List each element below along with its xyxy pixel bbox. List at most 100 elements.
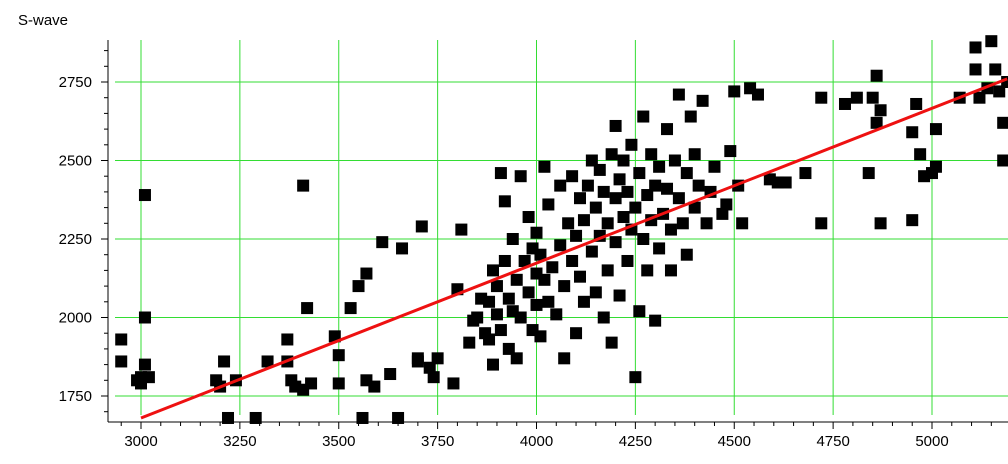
data-point (696, 94, 709, 107)
data-point (356, 411, 369, 424)
data-point (506, 233, 519, 245)
data-point (589, 201, 602, 214)
x-tick-label: 3250 (223, 433, 256, 450)
data-point (510, 352, 523, 365)
data-point (542, 198, 555, 211)
y-tick-label: 1750 (59, 388, 92, 405)
data-point (1001, 76, 1008, 88)
data-point (637, 233, 650, 245)
data-point (570, 229, 583, 242)
data-point (589, 286, 602, 299)
fit-line (140, 77, 1008, 420)
data-point (423, 361, 436, 374)
data-point (138, 311, 151, 324)
data-point (396, 242, 409, 255)
data-point (550, 308, 563, 321)
data-point (597, 311, 610, 324)
data-point (142, 371, 155, 384)
data-point (546, 261, 559, 274)
scatter-points (115, 35, 1008, 424)
data-point (637, 110, 650, 123)
axes: 3000 3250 3500 3750 4000 4250 4500 4750 5000 1750… (59, 40, 1008, 450)
data-point (929, 123, 942, 136)
data-point (969, 63, 982, 76)
data-point (593, 163, 606, 176)
data-point (993, 85, 1006, 98)
data-point (973, 91, 986, 104)
data-point (483, 333, 496, 346)
data-point (815, 217, 828, 230)
data-point (431, 352, 444, 365)
data-point (613, 173, 626, 186)
data-point (664, 264, 677, 277)
data-point (585, 154, 598, 167)
x-tick-label: 3750 (421, 433, 454, 450)
data-point (736, 217, 749, 230)
x-tick-label: 4250 (619, 433, 652, 450)
data-point (502, 292, 515, 305)
data-point (447, 377, 460, 390)
y-tick-label: 2000 (59, 310, 92, 327)
data-point (653, 242, 666, 255)
data-point (376, 236, 389, 249)
data-point (870, 116, 883, 129)
x-tick-label: 4500 (718, 433, 751, 450)
data-point (281, 333, 294, 346)
data-point (392, 411, 405, 424)
data-point (601, 217, 614, 230)
data-point (538, 160, 551, 173)
data-point (605, 148, 618, 161)
data-point (305, 377, 318, 390)
data-point (538, 273, 551, 286)
data-point (601, 264, 614, 277)
data-point (534, 330, 547, 343)
data-point (455, 223, 468, 236)
y-tick-label: 2500 (59, 153, 92, 170)
data-point (574, 270, 587, 283)
data-point (483, 295, 496, 308)
data-point (486, 358, 499, 371)
data-point (570, 327, 583, 340)
data-point (384, 368, 397, 381)
data-point (554, 179, 567, 192)
grid (115, 40, 1008, 415)
data-point (494, 324, 507, 337)
data-point (471, 311, 484, 324)
data-point (653, 160, 666, 173)
data-point (530, 298, 543, 311)
data-point (522, 211, 535, 224)
data-point (629, 371, 642, 384)
data-point (649, 179, 662, 192)
data-point (605, 336, 618, 349)
x-tick-label: 4750 (816, 433, 849, 450)
data-point (502, 342, 515, 355)
data-point (581, 179, 594, 192)
fit-line-layer (140, 77, 1008, 420)
data-point (633, 167, 646, 180)
data-point (724, 145, 737, 158)
data-point (692, 179, 705, 192)
data-point (115, 355, 128, 368)
data-point (661, 123, 674, 136)
data-point (360, 267, 373, 280)
data-point (562, 217, 575, 230)
data-point (463, 336, 476, 349)
data-point (332, 377, 345, 390)
data-point (554, 239, 567, 252)
data-point (929, 160, 942, 173)
data-point (301, 302, 314, 315)
data-point (566, 170, 579, 183)
data-point (676, 217, 689, 230)
y-axis-label: S-wave (18, 12, 68, 29)
x-tick-label: 5000 (915, 433, 948, 450)
data-point (138, 358, 151, 371)
data-point (138, 189, 151, 202)
data-point (490, 308, 503, 321)
data-point (542, 295, 555, 308)
data-point (344, 302, 357, 315)
data-point (799, 167, 812, 180)
data-point (222, 411, 235, 424)
data-point (617, 154, 630, 167)
data-point (862, 167, 875, 180)
data-point (906, 126, 919, 139)
